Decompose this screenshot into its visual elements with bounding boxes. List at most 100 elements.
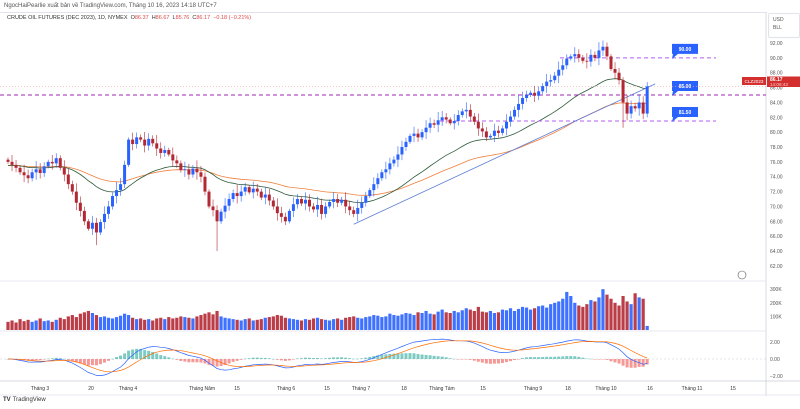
macd-histogram-bar bbox=[621, 359, 625, 366]
candle-body bbox=[468, 109, 472, 117]
volume-bar bbox=[645, 325, 649, 330]
macd-histogram-bar bbox=[601, 359, 605, 360]
volume-bar bbox=[593, 301, 597, 330]
macd-histogram-bar bbox=[464, 359, 468, 360]
level-callout-label: 90.00 bbox=[679, 47, 692, 53]
macd-histogram-bar bbox=[504, 359, 508, 363]
macd-histogram-bar bbox=[468, 359, 472, 360]
candle-body bbox=[581, 57, 585, 61]
volume-bar bbox=[388, 313, 392, 330]
volume-bar bbox=[171, 318, 175, 330]
candle-body bbox=[155, 143, 159, 149]
candle-body bbox=[456, 115, 460, 122]
candle-body bbox=[436, 120, 440, 125]
volume-bar bbox=[613, 302, 617, 330]
candle-body bbox=[388, 163, 392, 170]
time-tick-label: Tháng 11 bbox=[682, 386, 703, 392]
time-tick-label: 15 bbox=[480, 386, 486, 392]
macd-histogram-bar bbox=[533, 357, 537, 359]
macd-histogram-bar bbox=[50, 358, 54, 359]
volume-bar bbox=[199, 315, 203, 330]
price-tick-label: 64.00 bbox=[770, 249, 783, 255]
macd-histogram-bar bbox=[259, 357, 263, 359]
volume-bar bbox=[299, 320, 304, 330]
macd-histogram-bar bbox=[74, 359, 78, 363]
macd-histogram-bar bbox=[537, 357, 541, 359]
macd-tick-label: 0.00 bbox=[770, 357, 780, 363]
volume-bar bbox=[380, 317, 384, 330]
chart-frame bbox=[0, 12, 767, 397]
macd-histogram-bar bbox=[344, 357, 348, 359]
volume-bar bbox=[195, 316, 199, 330]
macd-histogram-bar bbox=[480, 359, 484, 363]
time-tick-label: 18 bbox=[565, 386, 571, 392]
candle-body bbox=[352, 210, 356, 214]
volume-bar bbox=[135, 319, 139, 330]
candle-body bbox=[476, 121, 480, 129]
volume-bar bbox=[267, 317, 271, 330]
candle-body bbox=[263, 194, 267, 198]
ticker-label: CLZ2023 bbox=[745, 79, 764, 84]
volume-bar bbox=[147, 319, 151, 330]
candle-body bbox=[541, 86, 545, 92]
candle-body bbox=[107, 206, 110, 214]
candle-body bbox=[259, 191, 263, 198]
volume-bar bbox=[58, 317, 62, 330]
candle-body bbox=[62, 167, 66, 175]
candle-body bbox=[143, 139, 147, 146]
macd-histogram-bar bbox=[488, 359, 492, 364]
last-price-box bbox=[767, 76, 800, 87]
candle-body bbox=[448, 119, 452, 124]
level-callout-label: 81.50 bbox=[679, 110, 692, 116]
ma-slow-line bbox=[8, 102, 648, 196]
candle-body bbox=[597, 50, 601, 58]
volume-bar bbox=[94, 315, 99, 330]
macd-histogram-bar bbox=[492, 359, 496, 364]
macd-histogram-bar bbox=[521, 358, 525, 359]
macd-histogram-bar bbox=[517, 359, 521, 360]
price-tick-label: 66.00 bbox=[770, 234, 783, 240]
ticker-label-box bbox=[742, 77, 766, 85]
candle-body bbox=[235, 193, 239, 197]
candle-body bbox=[207, 191, 211, 207]
tradingview-logo[interactable]: TV TradingView bbox=[3, 397, 46, 403]
low-value: 85.76 bbox=[175, 15, 190, 21]
macd-histogram-bar bbox=[597, 359, 601, 360]
candle-body bbox=[251, 188, 255, 193]
volume-bar bbox=[621, 296, 625, 330]
trendline bbox=[353, 83, 656, 225]
candle-body bbox=[66, 174, 70, 185]
currency-unit-box[interactable]: USD BLL bbox=[768, 13, 800, 38]
volume-bar bbox=[348, 317, 352, 330]
candle-body bbox=[187, 169, 191, 175]
candle-body bbox=[565, 58, 569, 66]
close-label: C bbox=[192, 15, 197, 21]
candle-body bbox=[90, 222, 94, 229]
macd-histogram-bar bbox=[428, 355, 432, 359]
candle-body bbox=[444, 117, 448, 120]
volume-bar bbox=[131, 317, 135, 330]
macd-histogram-bar bbox=[312, 358, 316, 359]
macd-histogram-bar bbox=[404, 353, 408, 359]
volume-bar bbox=[392, 315, 396, 330]
candle-body bbox=[243, 187, 247, 192]
volume-bar bbox=[569, 296, 573, 330]
candle-body bbox=[480, 128, 484, 132]
price-tick-label: 76.00 bbox=[770, 160, 783, 166]
candle-body bbox=[50, 161, 54, 164]
macd-histogram-bar bbox=[316, 357, 320, 359]
volume-bar bbox=[239, 320, 243, 330]
volume-bar bbox=[452, 310, 456, 330]
volume-tick-label: 300K bbox=[770, 287, 782, 293]
candle-body bbox=[247, 187, 251, 193]
candle-body bbox=[496, 130, 500, 133]
volume-bar bbox=[577, 305, 581, 330]
candle-body bbox=[139, 137, 143, 140]
volume-bar bbox=[529, 309, 533, 330]
candle-body bbox=[74, 191, 78, 203]
macd-histogram-bar bbox=[364, 357, 368, 359]
volume-bar bbox=[235, 319, 239, 330]
macd-histogram-bar bbox=[251, 357, 255, 359]
volume-bar bbox=[127, 315, 131, 330]
